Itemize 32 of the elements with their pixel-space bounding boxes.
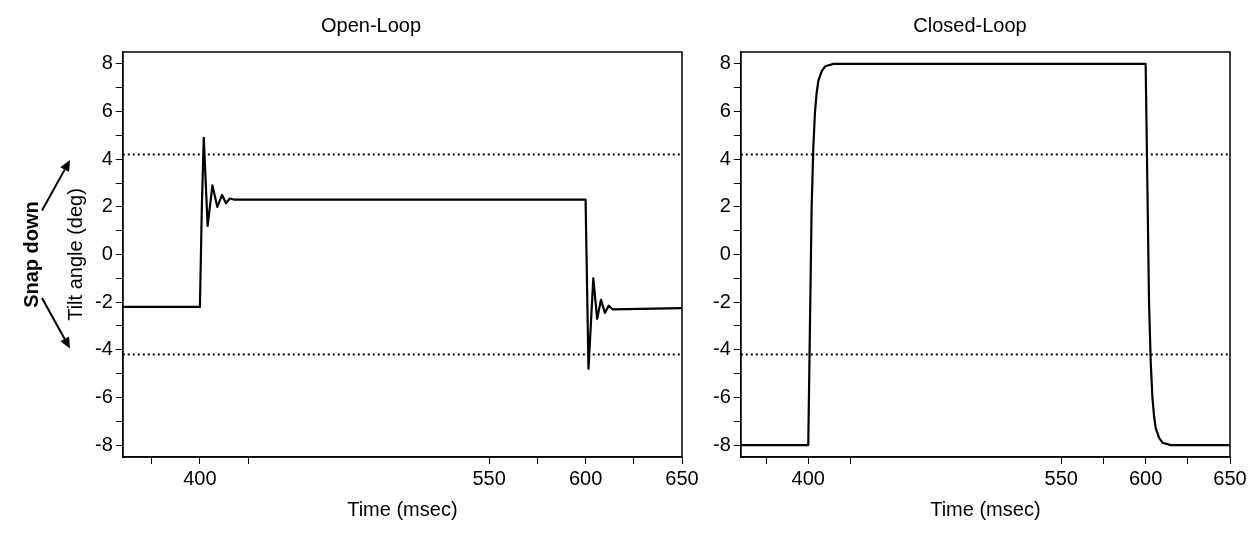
y-axis-title: Tilt angle (deg) [63,188,86,321]
y-tick-label: -4 [712,337,731,360]
y-tick-label: -4 [94,337,113,360]
y-tick-label: -8 [712,432,731,455]
y-tick-label: 2 [101,194,113,217]
y-tick-label: 0 [101,242,113,265]
chart-title: Closed-Loop [913,13,1027,36]
x-tick-label: 650 [665,466,699,489]
x-tick-label: 600 [1128,466,1163,489]
y-tick-label: -8 [94,432,113,455]
y-tick-label: -6 [94,384,113,407]
y-tick-label: -2 [94,289,113,312]
x-axis-title: Time (msec) [347,497,458,520]
text: Snap down [19,201,43,308]
x-axis-title: Time (msec) [930,497,1041,520]
x-tick-label: 600 [568,466,603,489]
y-tick-label: -2 [712,289,731,312]
y-tick-label: 0 [719,242,731,265]
y-tick-label: 4 [101,146,113,169]
x-tick-label: 400 [791,466,825,489]
y-tick-label: -6 [712,384,731,407]
chart-title: Open-Loop [320,13,422,36]
y-tick-label: 6 [719,99,731,122]
x-tick-label: 550 [1044,466,1078,489]
x-tick-label: 650 [1213,466,1247,489]
y-tick-label: 8 [719,51,731,74]
x-tick-label: 400 [183,466,217,489]
y-tick-label: 4 [719,146,731,169]
y-tick-label: 8 [101,51,113,74]
x-tick-label: 550 [472,466,506,489]
y-tick-label: 6 [101,99,113,122]
y-tick-label: 2 [719,194,731,217]
